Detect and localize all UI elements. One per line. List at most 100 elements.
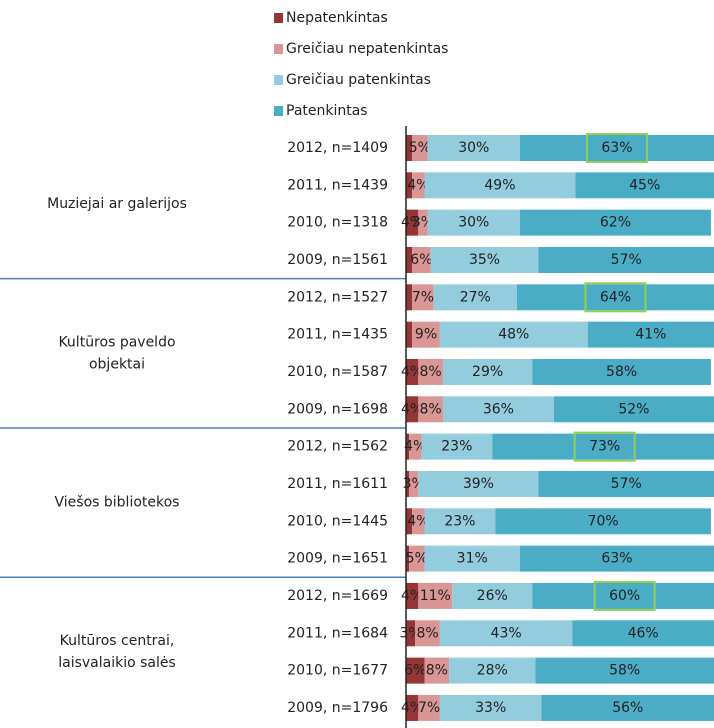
data-label: 23%: [444, 513, 475, 529]
y-tick-label: 2012, n=1562: [287, 439, 388, 455]
bar-segment: [492, 433, 714, 460]
y-tick-label: 2011, n=1435: [287, 327, 388, 343]
bar-segment: [409, 433, 422, 460]
data-label: 26%: [477, 588, 508, 604]
y-tick-label: 2011, n=1439: [287, 177, 388, 193]
data-label: 27%: [460, 289, 491, 305]
y-tick-label: 2010, n=1677: [287, 663, 388, 679]
legend-swatch: [274, 75, 283, 85]
bar-segment: [406, 545, 410, 572]
y-tick-label: 2010, n=1445: [287, 513, 388, 529]
data-label: 35%: [469, 252, 500, 268]
data-label: 45%: [629, 177, 660, 193]
legend-label: Nepatenkintas: [286, 10, 388, 26]
y-tick-label: 2009, n=1796: [287, 700, 388, 716]
bar-segment: [538, 246, 714, 273]
group-label: objektai: [89, 356, 145, 372]
data-label: 63%: [601, 140, 632, 156]
data-label: 31%: [457, 551, 488, 567]
y-tick-label: 2009, n=1651: [287, 551, 388, 567]
bar-segment: [532, 358, 711, 385]
bar-segment: [418, 470, 539, 497]
data-label: 6%: [410, 252, 432, 268]
bar-segment: [452, 582, 533, 609]
data-label: 29%: [472, 364, 503, 380]
y-tick-label: 2010, n=1587: [287, 364, 388, 380]
bar-segment: [412, 246, 431, 273]
data-label: 63%: [601, 551, 632, 567]
data-label: 73%: [589, 439, 620, 455]
bar-segment: [406, 172, 413, 199]
highlight-box: [585, 133, 648, 163]
y-tick-label: 2009, n=1698: [287, 401, 388, 417]
bar-segment: [406, 284, 413, 311]
bar-segment: [424, 508, 496, 535]
legend-label: Greičiau patenkintas: [286, 72, 431, 88]
bar-segment: [575, 172, 714, 199]
y-tick-label: 2011, n=1684: [287, 625, 388, 641]
bar-segment: [418, 396, 443, 423]
data-label: 7%: [418, 700, 440, 716]
data-label: 30%: [458, 140, 489, 156]
bar-segment: [519, 545, 714, 572]
bar-segment: [409, 470, 419, 497]
data-label: 33%: [475, 700, 506, 716]
bar-segment: [412, 508, 425, 535]
data-label: 57%: [611, 252, 642, 268]
legend-swatch: [274, 44, 283, 54]
y-tick-label: 2012, n=1669: [287, 588, 388, 604]
bar-segment: [442, 396, 554, 423]
bar-segment: [406, 246, 413, 273]
bar-segment: [406, 135, 413, 161]
y-tick-label: 2010, n=1318: [287, 215, 388, 231]
y-tick-label: 2011, n=1611: [287, 476, 388, 492]
bar-segment: [406, 694, 419, 721]
data-label: 58%: [606, 364, 637, 380]
data-label: 56%: [612, 700, 643, 716]
bar-segment: [406, 396, 419, 423]
bar-segment: [424, 657, 450, 684]
data-label: 4%: [407, 177, 429, 193]
group-label: laisvalaikio salės: [58, 655, 176, 671]
group-label: Kultūros paveldo: [58, 334, 175, 350]
highlight-box: [584, 282, 647, 313]
data-label: 8%: [416, 625, 438, 641]
bar-segment: [418, 582, 453, 609]
bar-segment: [535, 657, 714, 684]
legend-swatch: [274, 13, 283, 23]
data-label: 58%: [609, 663, 640, 679]
data-label: 52%: [618, 401, 649, 417]
bar-segment: [541, 694, 714, 721]
data-label: 7%: [412, 289, 434, 305]
bar-segment: [439, 321, 588, 348]
data-label: 64%: [600, 289, 631, 305]
data-label: 43%: [491, 625, 522, 641]
legend-swatch: [274, 106, 283, 116]
bar-segment: [495, 508, 711, 535]
group-label: Muziejai ar galerijos: [47, 196, 187, 212]
bar-segment: [421, 433, 493, 460]
data-label: 28%: [477, 663, 508, 679]
bar-segment: [418, 358, 443, 385]
data-label: 36%: [483, 401, 514, 417]
highlight-box: [573, 431, 636, 462]
data-label: 8%: [420, 401, 442, 417]
bar-segment: [406, 470, 410, 497]
bar-segment: [427, 135, 520, 161]
bar-segment: [412, 321, 440, 348]
bar-segment: [442, 358, 533, 385]
data-label: 4%: [404, 439, 426, 455]
bar-segment: [406, 657, 425, 684]
legend-label: Greičiau nepatenkintas: [286, 41, 448, 57]
bar-segment: [519, 209, 711, 236]
bar-segment: [572, 620, 714, 647]
bar-segment: [418, 694, 440, 721]
bar-segment: [538, 470, 714, 497]
bar-segment: [412, 284, 434, 311]
bar-segment: [412, 172, 425, 199]
bar-segment: [439, 694, 542, 721]
data-label: 8%: [420, 364, 442, 380]
bar-segment: [412, 135, 428, 161]
y-tick-label: 2009, n=1561: [287, 252, 388, 268]
